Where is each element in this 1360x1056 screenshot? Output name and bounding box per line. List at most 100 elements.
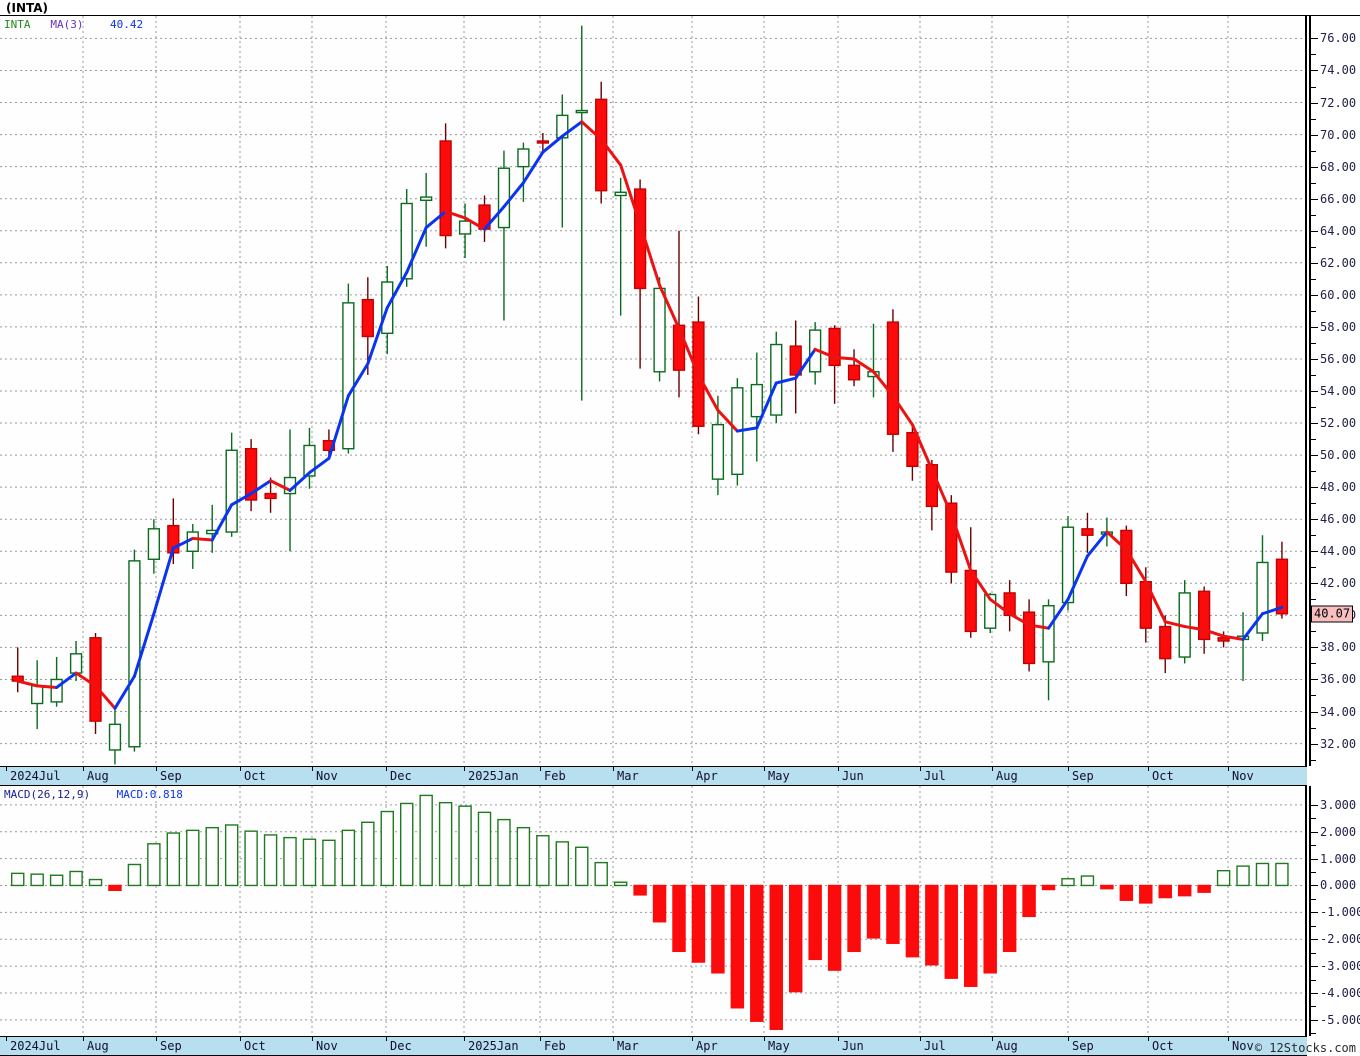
legend-ma-indicator: MA(3)	[50, 18, 84, 31]
macd-tick	[1309, 912, 1318, 914]
price-tick-label: 34.00	[1320, 704, 1357, 719]
price-minor-tick	[1309, 182, 1316, 184]
window-title: (INTA)	[0, 0, 1360, 16]
price-minor-tick	[1309, 471, 1316, 473]
date-axis-label: Sep	[160, 1039, 182, 1053]
date-axis-label: Apr	[696, 769, 718, 783]
date-tick	[240, 767, 241, 771]
macd-tick	[1309, 1019, 1318, 1021]
date-tick	[838, 1037, 839, 1041]
price-minor-tick	[1309, 535, 1316, 537]
price-tick-label: 72.00	[1320, 95, 1357, 110]
macd-tick-label: 1.000	[1320, 851, 1357, 866]
date-axis-label: Feb	[544, 1039, 566, 1053]
macd-axis-spine	[1309, 786, 1311, 1036]
price-tick	[1309, 70, 1318, 72]
price-tick	[1309, 102, 1318, 104]
macd-tick-label: 3.000	[1320, 797, 1357, 812]
macd-tick	[1309, 992, 1318, 994]
price-minor-tick	[1309, 310, 1316, 312]
macd-tick-label: -5.000	[1320, 1012, 1360, 1027]
macd-tick-label: 2.000	[1320, 824, 1357, 839]
date-tick	[920, 1037, 921, 1041]
date-tick	[6, 767, 7, 771]
price-tick-label: 68.00	[1320, 159, 1357, 174]
macd-histogram-svg	[0, 786, 1305, 1036]
price-tick-label: 62.00	[1320, 255, 1357, 270]
price-tick-label: 42.00	[1320, 576, 1357, 591]
date-axis-label: Dec	[390, 1039, 412, 1053]
legend-ma-value: 40.42	[110, 18, 144, 31]
date-tick	[83, 1037, 84, 1041]
price-minor-tick	[1309, 86, 1316, 88]
price-tick	[1309, 487, 1318, 489]
macd-tick	[1309, 966, 1318, 968]
macd-y-axis: 3.000 2.000 1.000 0.000 -1.000 -2.000 -3.000 -4…	[1309, 786, 1360, 1036]
date-tick	[992, 767, 993, 771]
price-minor-tick	[1309, 246, 1316, 248]
date-axis-label: Nov	[316, 1039, 338, 1053]
macd-tick-label: -1.000	[1320, 905, 1360, 920]
macd-minor-tick	[1309, 845, 1316, 847]
date-axis-label: Dec	[390, 769, 412, 783]
price-panel: INTA MA(3) 40.42 76.00 74.00 72.00 70.00 68.…	[0, 16, 1360, 766]
price-tick-label: 58.00	[1320, 319, 1357, 334]
date-tick	[613, 1037, 614, 1041]
price-minor-tick	[1309, 759, 1316, 761]
date-axis-label: Nov	[1232, 1039, 1254, 1053]
date-axis-label: Mar	[617, 769, 639, 783]
price-tick-label: 54.00	[1320, 384, 1357, 398]
date-tick	[312, 767, 313, 771]
price-tick-label: 32.00	[1320, 736, 1357, 751]
date-axis-label: Sep	[160, 769, 182, 783]
price-tick-label: 46.00	[1320, 512, 1357, 527]
date-tick	[1068, 1037, 1069, 1041]
date-tick	[692, 767, 693, 771]
price-minor-tick	[1309, 631, 1316, 633]
date-tick	[1148, 1037, 1149, 1041]
date-tick	[1228, 767, 1229, 771]
date-axis-label: Nov	[1232, 769, 1254, 783]
price-tick-label: 74.00	[1320, 63, 1357, 78]
macd-tick-label: 0.000	[1320, 878, 1357, 893]
date-tick	[920, 767, 921, 771]
date-tick	[386, 767, 387, 771]
macd-plot-area[interactable]	[0, 786, 1307, 1036]
price-tick-label: 50.00	[1320, 448, 1357, 463]
date-axis-label: 2025Jan	[468, 1039, 519, 1053]
date-axis-label: Jul	[924, 1039, 946, 1053]
date-tick	[838, 767, 839, 771]
price-minor-tick	[1309, 407, 1316, 409]
price-minor-tick	[1309, 374, 1316, 376]
price-minor-tick	[1309, 118, 1316, 120]
date-tick	[1068, 767, 1069, 771]
price-date-axis: 2024Jul Aug Sep Oct Nov Dec 2025Jan Feb Mar Apr Ma…	[0, 766, 1307, 786]
macd-panel: MACD(26,12,9) MACD:0.818 3.000 2.000 1.000…	[0, 786, 1360, 1036]
date-axis-label: 2024Jul	[10, 1039, 61, 1053]
date-tick	[1228, 1037, 1229, 1041]
price-tick-label: 48.00	[1320, 480, 1357, 495]
price-plot-area[interactable]	[0, 16, 1307, 766]
macd-tick-label: -4.000	[1320, 985, 1360, 1000]
price-tick	[1309, 294, 1318, 296]
price-tick	[1309, 711, 1318, 713]
price-tick	[1309, 262, 1318, 264]
price-minor-tick	[1309, 567, 1316, 569]
date-tick	[464, 1037, 465, 1041]
price-minor-tick	[1309, 439, 1316, 441]
date-tick	[1148, 767, 1149, 771]
macd-tick	[1309, 939, 1318, 941]
price-tick	[1309, 743, 1318, 745]
date-axis-label: Nov	[316, 769, 338, 783]
legend-macd-value: MACD:0.818	[116, 788, 183, 801]
date-axis-label: Apr	[696, 1039, 718, 1053]
date-axis-label: Jun	[842, 769, 864, 783]
price-minor-tick	[1309, 278, 1316, 280]
price-tick	[1309, 551, 1318, 553]
price-tick-label: 70.00	[1320, 127, 1357, 142]
date-tick	[464, 767, 465, 771]
date-axis-label: Aug	[996, 1039, 1018, 1053]
date-axis-label: Aug	[87, 769, 109, 783]
legend-symbol: INTA	[4, 18, 31, 31]
price-tick-label: 64.00	[1320, 223, 1357, 238]
